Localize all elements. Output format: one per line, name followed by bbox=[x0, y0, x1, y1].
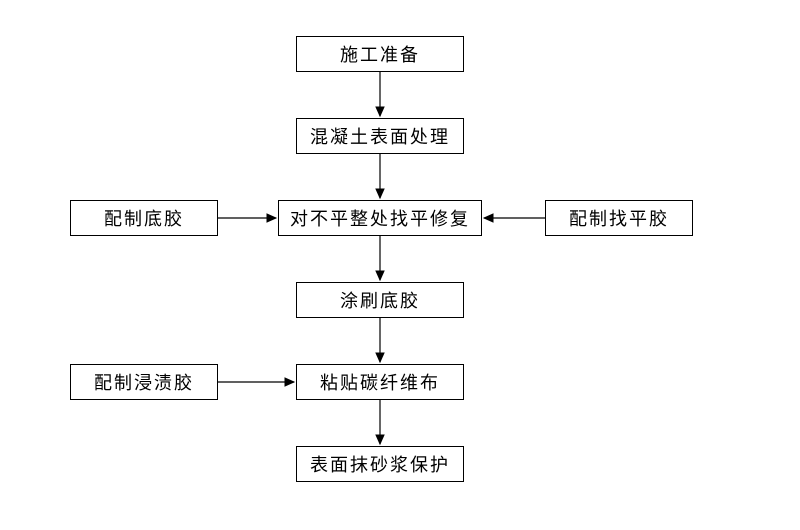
flow-node-surface: 混凝土表面处理 bbox=[296, 118, 464, 154]
flow-node-base-glue: 配制底胶 bbox=[70, 200, 218, 236]
node-label: 粘贴碳纤维布 bbox=[320, 369, 440, 395]
flow-node-level-glue: 配制找平胶 bbox=[545, 200, 693, 236]
flow-node-primer: 涂刷底胶 bbox=[296, 282, 464, 318]
flow-node-carbon: 粘贴碳纤维布 bbox=[296, 364, 464, 400]
node-label: 配制底胶 bbox=[104, 205, 184, 231]
node-label: 配制浸渍胶 bbox=[94, 369, 194, 395]
node-label: 表面抹砂浆保护 bbox=[310, 451, 450, 477]
node-label: 对不平整处找平修复 bbox=[290, 205, 470, 231]
flow-node-mortar: 表面抹砂浆保护 bbox=[296, 446, 464, 482]
flow-node-leveling: 对不平整处找平修复 bbox=[278, 200, 482, 236]
node-label: 混凝土表面处理 bbox=[310, 123, 450, 149]
flow-node-prep: 施工准备 bbox=[296, 36, 464, 72]
flow-node-soak-glue: 配制浸渍胶 bbox=[70, 364, 218, 400]
node-label: 施工准备 bbox=[340, 41, 420, 67]
node-label: 涂刷底胶 bbox=[340, 287, 420, 313]
node-label: 配制找平胶 bbox=[569, 205, 669, 231]
